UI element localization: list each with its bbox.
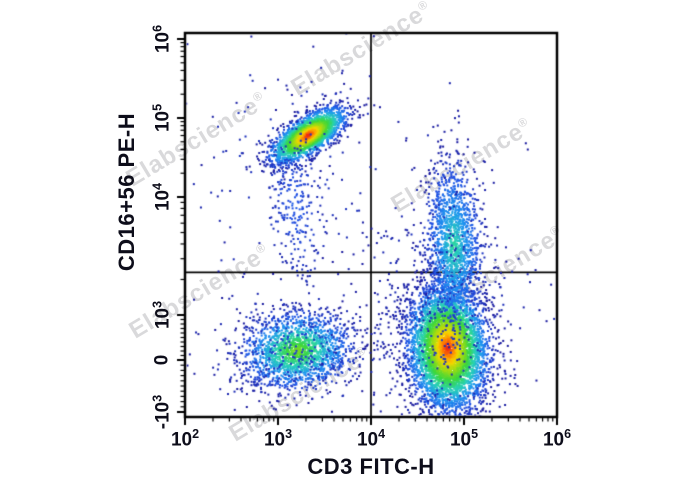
x-axis-tick-label: 104: [356, 427, 386, 451]
x-axis-tick-label: 105: [449, 427, 479, 451]
x-axis-tick-label: 102: [170, 427, 200, 451]
y-axis-title: CD16+56 PE-H: [114, 112, 139, 272]
x-axis-tick-label: 106: [542, 427, 572, 451]
y-axis-tick-label: 103: [150, 300, 174, 330]
y-axis-tick-label: -103: [150, 394, 174, 430]
y-axis-tick-label: 106: [150, 24, 174, 54]
scatter-density-canvas: [170, 18, 572, 432]
y-axis-tick-label: 0: [151, 354, 173, 366]
x-axis-tick-label: 103: [263, 427, 293, 451]
x-axis-title: CD3 FITC-H: [307, 454, 435, 479]
y-axis-tick-label: 105: [150, 103, 174, 133]
y-axis-tick-label: 104: [150, 182, 174, 212]
